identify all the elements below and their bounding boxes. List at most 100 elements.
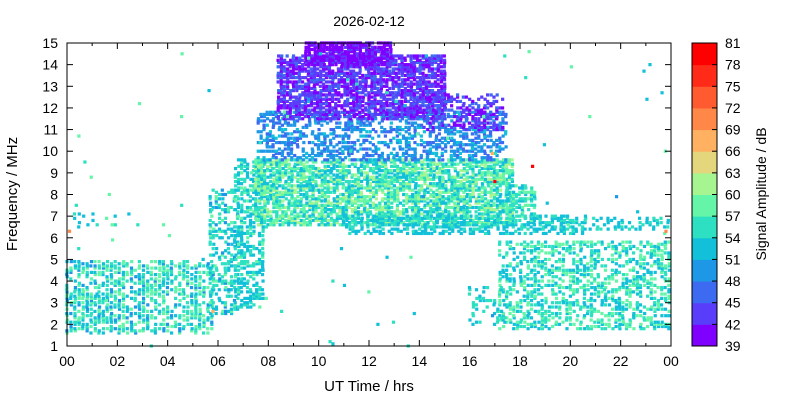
- amplitude-cell: [400, 60, 404, 65]
- amplitude-cell: [492, 210, 496, 214]
- amplitude-cell: [492, 184, 496, 188]
- amplitude-cell: [229, 257, 233, 262]
- amplitude-cell: [356, 179, 361, 184]
- amplitude-cell: [158, 288, 162, 292]
- amplitude-cell: [293, 190, 297, 194]
- amplitude-cell: [462, 121, 466, 125]
- amplitude-cell: [497, 127, 502, 132]
- amplitude-cell: [257, 190, 261, 194]
- amplitude-cell: [379, 78, 383, 82]
- amplitude-cell: [280, 153, 284, 158]
- amplitude-cell: [298, 136, 303, 140]
- amplitude-cell: [389, 121, 393, 125]
- amplitude-cell: [450, 130, 454, 134]
- amplitude-cell: [214, 251, 219, 255]
- amplitude-cell: [359, 158, 363, 162]
- amplitude-cell: [429, 195, 433, 199]
- amplitude-cell: [229, 294, 233, 298]
- amplitude-cell: [302, 153, 306, 158]
- amplitude-cell: [437, 121, 441, 125]
- amplitude-cell: [492, 192, 496, 197]
- amplitude-cell: [477, 205, 481, 210]
- amplitude-cell: [275, 221, 279, 225]
- amplitude-cell: [308, 153, 312, 158]
- amplitude-cell: [489, 166, 494, 171]
- amplitude-cell: [450, 162, 454, 166]
- amplitude-cell: [260, 223, 264, 227]
- amplitude-cell: [402, 169, 406, 173]
- amplitude-cell: [252, 292, 256, 296]
- amplitude-cell: [190, 298, 194, 303]
- amplitude-cell: [429, 199, 433, 203]
- amplitude-cell: [405, 210, 409, 214]
- amplitude-cell: [105, 264, 109, 268]
- amplitude-cell: [284, 162, 288, 166]
- amplitude-cell: [306, 69, 311, 73]
- amplitude-cell: [246, 190, 250, 194]
- amplitude-cell: [331, 153, 336, 158]
- amplitude-cell: [401, 136, 406, 140]
- amplitude-cell: [296, 184, 300, 188]
- amplitude-cell: [470, 143, 474, 147]
- amplitude-cell: [218, 298, 222, 303]
- amplitude-cell: [365, 151, 369, 155]
- amplitude-cell: [97, 318, 101, 322]
- amplitude-cell: [109, 307, 113, 311]
- amplitude-cell: [311, 164, 315, 168]
- amplitude-cell: [370, 80, 374, 84]
- amplitude-cell: [211, 247, 215, 251]
- amplitude-cell: [305, 203, 309, 207]
- amplitude-cell: [320, 210, 324, 214]
- amplitude-cell: [404, 175, 409, 179]
- amplitude-cell: [293, 188, 297, 192]
- amplitude-cell: [388, 104, 392, 108]
- amplitude-cell: [444, 130, 448, 134]
- amplitude-cell: [109, 329, 113, 333]
- amplitude-cell: [305, 192, 309, 197]
- amplitude-cell: [338, 223, 342, 227]
- amplitude-cell: [480, 158, 484, 162]
- amplitude-cell: [154, 301, 158, 305]
- amplitude-cell: [286, 140, 291, 145]
- amplitude-cell: [350, 127, 354, 132]
- amplitude-cell: [105, 320, 109, 324]
- amplitude-cell: [265, 138, 269, 142]
- amplitude-cell: [412, 110, 417, 114]
- amplitude-cell: [85, 324, 89, 329]
- amplitude-cell: [397, 71, 401, 75]
- amplitude-cell: [233, 195, 237, 199]
- amplitude-cell: [302, 140, 306, 145]
- amplitude-cell: [260, 272, 265, 277]
- amplitude-cell: [483, 177, 488, 181]
- amplitude-cell: [347, 214, 351, 218]
- amplitude-cell: [397, 112, 401, 117]
- amplitude-cell: [444, 205, 448, 210]
- amplitude-cell: [371, 169, 375, 173]
- amplitude-cell: [239, 251, 244, 255]
- amplitude-cell: [162, 329, 166, 333]
- amplitude-cell: [364, 60, 368, 65]
- amplitude-cell: [234, 225, 238, 229]
- amplitude-cell: [374, 205, 379, 210]
- amplitude-cell: [313, 89, 317, 93]
- amplitude-cell: [343, 114, 347, 119]
- amplitude-cell: [297, 106, 301, 110]
- amplitude-cell: [326, 147, 330, 151]
- amplitude-cell: [429, 171, 433, 175]
- amplitude-cell: [211, 270, 215, 275]
- amplitude-cell: [206, 318, 210, 322]
- amplitude-cell: [417, 212, 421, 216]
- amplitude-cell: [149, 292, 154, 296]
- amplitude-cell: [332, 188, 336, 192]
- amplitude-cell: [355, 106, 359, 110]
- amplitude-cell: [258, 249, 262, 253]
- amplitude-cell: [411, 192, 415, 197]
- amplitude-cell: [378, 184, 382, 188]
- amplitude-cell: [299, 158, 303, 162]
- amplitude-cell: [295, 99, 299, 104]
- amplitude-cell: [170, 262, 174, 266]
- amplitude-cell: [397, 63, 402, 67]
- amplitude-cell: [240, 240, 244, 244]
- amplitude-cell: [292, 58, 296, 62]
- amplitude-cell: [329, 169, 334, 173]
